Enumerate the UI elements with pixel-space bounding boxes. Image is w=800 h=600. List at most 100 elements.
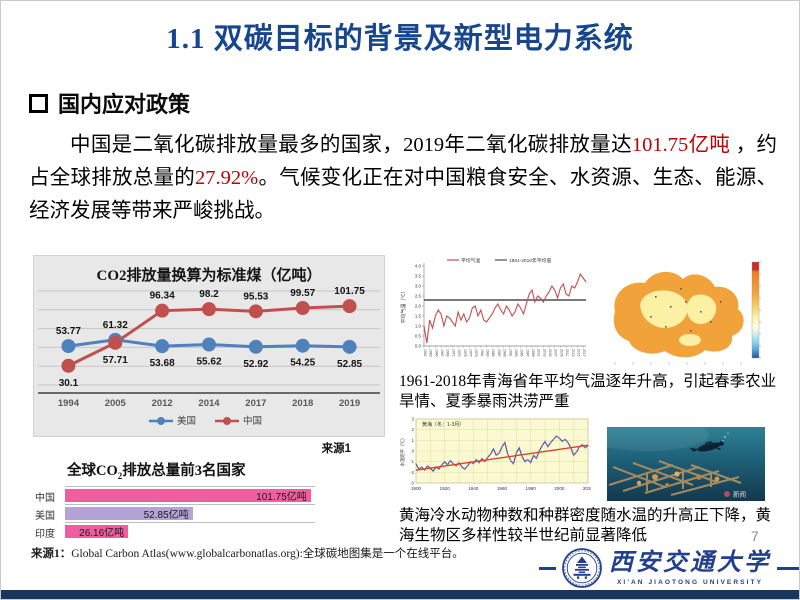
section-heading: 国内应对政策 xyxy=(58,92,191,117)
slide-title: 1.1 双碳目标的背景及新型电力系统 xyxy=(166,23,634,55)
svg-text:1: 1 xyxy=(412,438,415,443)
svg-text:水温距平（℃）: 水温距平（℃） xyxy=(399,436,406,467)
coral-growth xyxy=(636,471,720,488)
bar-value-label: 101.75亿吨 xyxy=(256,491,307,503)
svg-text:1920: 1920 xyxy=(440,486,451,491)
svg-text:52.92: 52.92 xyxy=(243,359,268,370)
svg-text:1987: 1987 xyxy=(497,349,501,357)
svg-text:61.32: 61.32 xyxy=(103,320,128,331)
svg-text:96.34: 96.34 xyxy=(150,291,175,302)
bar-row: 美国 52.85亿吨 xyxy=(35,503,315,522)
svg-text:1940: 1940 xyxy=(468,486,479,491)
svg-text:1975: 1975 xyxy=(463,349,467,357)
university-name: 西安交通大学 XI'AN JIAOTONG UNIVERSITY xyxy=(609,550,771,585)
svg-text:55.62: 55.62 xyxy=(196,357,221,368)
svg-text:2003: 2003 xyxy=(542,349,546,357)
left-column: CO2排放量换算为标准煤（亿吨） 1994 2005 2012 2014 2017 2018… xyxy=(33,255,389,540)
svg-text:-3: -3 xyxy=(410,481,414,486)
svg-text:黄海（冬：1-3月）: 黄海（冬：1-3月） xyxy=(422,421,464,428)
svg-text:57.71: 57.71 xyxy=(103,355,128,366)
bubbles xyxy=(722,432,729,443)
svg-text:1900: 1900 xyxy=(411,486,422,491)
svg-text:2012: 2012 xyxy=(152,398,173,409)
svg-text:2011: 2011 xyxy=(565,349,569,356)
svg-text:1.0: 1.0 xyxy=(415,324,422,329)
svg-text:2000: 2000 xyxy=(554,486,565,491)
svg-text:1971: 1971 xyxy=(451,349,455,357)
svg-text:1977: 1977 xyxy=(468,349,472,357)
bar-value-label: 26.16亿吨 xyxy=(79,527,125,539)
svg-text:1969: 1969 xyxy=(446,349,450,357)
svg-text:2015: 2015 xyxy=(576,349,580,357)
square-bullet-icon xyxy=(29,93,48,113)
svg-text:CO2排放量换算为标准煤（亿吨）: CO2排放量换算为标准煤（亿吨） xyxy=(96,266,321,284)
bottom-accent-bar xyxy=(1,590,799,599)
svg-text:-2: -2 xyxy=(410,470,414,475)
bar-title-post: 排放总量前3名国家 xyxy=(122,463,246,479)
svg-text:1960: 1960 xyxy=(497,486,508,491)
section-header: 国内应对政策 xyxy=(29,87,190,119)
photo-watermark: 新闻 xyxy=(733,490,746,499)
svg-text:54.25: 54.25 xyxy=(290,358,315,369)
svg-text:52.85: 52.85 xyxy=(337,359,362,370)
bar-track: 26.16亿吨 xyxy=(65,521,315,539)
svg-text:1985: 1985 xyxy=(491,349,495,357)
yellowsea-sst-chart: -3 -2 -1 0 1 2 3 1900 1920 1940 1960 1980 2000 2020 水温… xyxy=(399,417,591,492)
svg-text:3.0: 3.0 xyxy=(415,284,422,289)
svg-text:1991: 1991 xyxy=(508,349,512,357)
svg-text:30.1: 30.1 xyxy=(59,378,79,389)
qinghai-map xyxy=(595,256,767,370)
colorbar-ticks xyxy=(759,261,761,359)
svg-text:2005: 2005 xyxy=(105,398,127,409)
body-paragraph: 中国是二氧化碳排放量最多的国家，2019年二氧化碳排放量达101.75亿吨 ，约… xyxy=(29,129,777,228)
svg-text:0: 0 xyxy=(412,449,415,454)
svg-text:1973: 1973 xyxy=(457,349,461,357)
svg-text:1993: 1993 xyxy=(514,349,518,357)
svg-text:99.57: 99.57 xyxy=(290,288,315,299)
page-number: 7 xyxy=(751,528,759,544)
svg-text:2017: 2017 xyxy=(245,398,266,409)
bar-row: 印度 26.16亿吨 xyxy=(35,521,315,540)
bar-title-sub: 2 xyxy=(117,470,123,481)
caption-yellowsea: 黄海冷水动物种数和种群密度随水温的升高正下降，黄海生物区多样性较半世纪前显著降低 xyxy=(399,507,772,545)
qinghai-figures-row: 0.0 0.5 1.0 1.5 2.0 2.5 3.0 3.5 4.0 平均气温（℃） 1961 19… xyxy=(399,253,777,371)
bar-title-pre: 全球CO xyxy=(67,463,118,479)
map-colorbar xyxy=(751,261,760,359)
logo-right-line xyxy=(777,566,799,570)
svg-text:98.2: 98.2 xyxy=(199,289,219,300)
svg-text:101.75: 101.75 xyxy=(334,286,365,297)
footer-source-text: Global Carbon Atlas(www.globalcarbonatla… xyxy=(71,548,464,560)
svg-text:3.5: 3.5 xyxy=(415,274,422,279)
svg-text:中国: 中国 xyxy=(243,415,262,427)
svg-text:美国: 美国 xyxy=(177,415,196,427)
svg-text:1994: 1994 xyxy=(58,398,80,409)
bar-chart-title: 全球CO2排放总量前3名国家 xyxy=(67,459,315,481)
photo-watermark-group: 新闻 xyxy=(724,490,746,499)
svg-text:2017: 2017 xyxy=(582,349,586,357)
station-markers xyxy=(650,288,722,332)
co2-emissions-line-chart: CO2排放量换算为标准煤（亿吨） 1994 2005 2012 2014 2017 2018… xyxy=(33,255,385,437)
right-column: 0.0 0.5 1.0 1.5 2.0 2.5 3.0 3.5 4.0 平均气温（℃） 1961 19… xyxy=(399,253,777,549)
para-text-2: ，约占全球排放总量的 xyxy=(29,134,778,189)
para-highlight-share: 27.92% xyxy=(195,167,259,189)
svg-text:2: 2 xyxy=(412,427,415,432)
svg-text:4.0: 4.0 xyxy=(415,264,422,269)
svg-text:53.77: 53.77 xyxy=(56,326,81,337)
top3-countries-bar-chart: 全球CO2排放总量前3名国家 中国 101.75亿吨 美国 52.85亿吨 印度 26.1… xyxy=(33,459,315,540)
svg-text:2.0: 2.0 xyxy=(415,304,422,309)
svg-text:1983: 1983 xyxy=(486,349,490,357)
svg-text:1963: 1963 xyxy=(429,349,433,357)
university-logo: 西安交通大学 XI'AN JIAOTONG UNIVERSITY xyxy=(539,547,799,589)
university-name-cn: 西安交通大学 xyxy=(609,550,771,577)
svg-text:1979: 1979 xyxy=(474,349,478,357)
source1-label: 来源1 xyxy=(321,443,351,455)
reef-lattice xyxy=(608,460,742,497)
svg-text:53.68: 53.68 xyxy=(150,358,175,369)
svg-text:1995: 1995 xyxy=(520,349,524,357)
caption-qinghai: 1961-2018年青海省年平均气温逐年升高，引起春季农业旱情、夏季暴雨洪涝严重 xyxy=(399,373,777,411)
bar: 101.75亿吨 xyxy=(65,488,311,503)
svg-text:1967: 1967 xyxy=(440,349,444,357)
bar-category-label: 中国 xyxy=(35,492,55,504)
bar-value-label: 52.85亿吨 xyxy=(143,509,189,521)
